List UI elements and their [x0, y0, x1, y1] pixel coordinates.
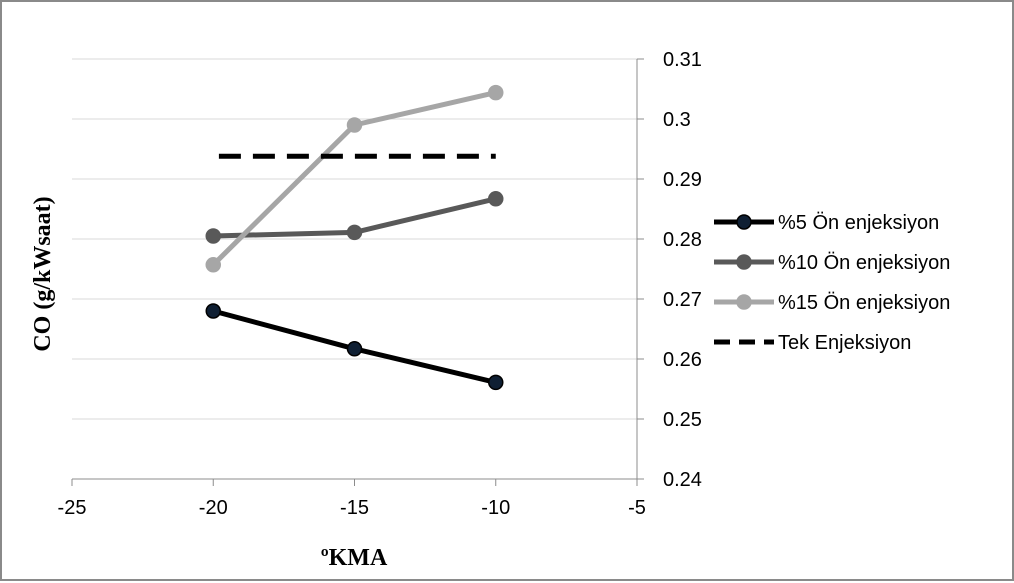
- y-tick-label: 0.29: [663, 169, 702, 191]
- data-point: [488, 374, 504, 391]
- legend-label-1: %5 Ön enjeksiyon: [778, 212, 939, 234]
- legend-label-4: Tek Enjeksiyon: [778, 332, 911, 354]
- x-tick-label: -20: [199, 497, 228, 519]
- y-tick-label: 0.25: [663, 409, 702, 431]
- x-tick-label: -25: [58, 497, 87, 519]
- data-point: [205, 228, 221, 244]
- y-tick-label: 0.3: [663, 109, 691, 131]
- y-tick-label: 0.26: [663, 349, 702, 371]
- legend-label-3: %15 Ön enjeksiyon: [778, 292, 950, 314]
- data-point: [346, 224, 363, 241]
- y-tick-label: 0.24: [663, 469, 702, 491]
- y-tick-label: 0.31: [663, 49, 702, 71]
- x-tick-label: -10: [481, 497, 510, 519]
- legend-marker: [736, 254, 752, 270]
- x-axis-title: ºKMA: [321, 545, 388, 571]
- legend: %5 Ön enjeksiyon %10 Ön enjeksiyon %15 Ön …: [714, 212, 950, 354]
- data-point: [346, 341, 363, 357]
- plot-series: [205, 84, 504, 391]
- data-point: [488, 191, 504, 207]
- axes: 0.24 0.25 0.26 0.27 0.28 0.29 0.3 0.31 -25 -20 -15…: [58, 49, 702, 519]
- legend-marker: [736, 294, 752, 310]
- data-point: [346, 117, 363, 133]
- legend-marker: [736, 214, 752, 230]
- data-point: [205, 303, 221, 319]
- x-tick-label: -15: [340, 497, 369, 519]
- data-point: [488, 84, 504, 101]
- data-point: [205, 257, 221, 273]
- y-axis-title: CO (g/kWsaat): [30, 196, 56, 351]
- x-tick-label: -5: [628, 497, 646, 519]
- y-tick-label: 0.28: [663, 229, 702, 251]
- legend-label-2: %10 Ön enjeksiyon: [778, 252, 950, 274]
- y-tick-label: 0.27: [663, 289, 702, 311]
